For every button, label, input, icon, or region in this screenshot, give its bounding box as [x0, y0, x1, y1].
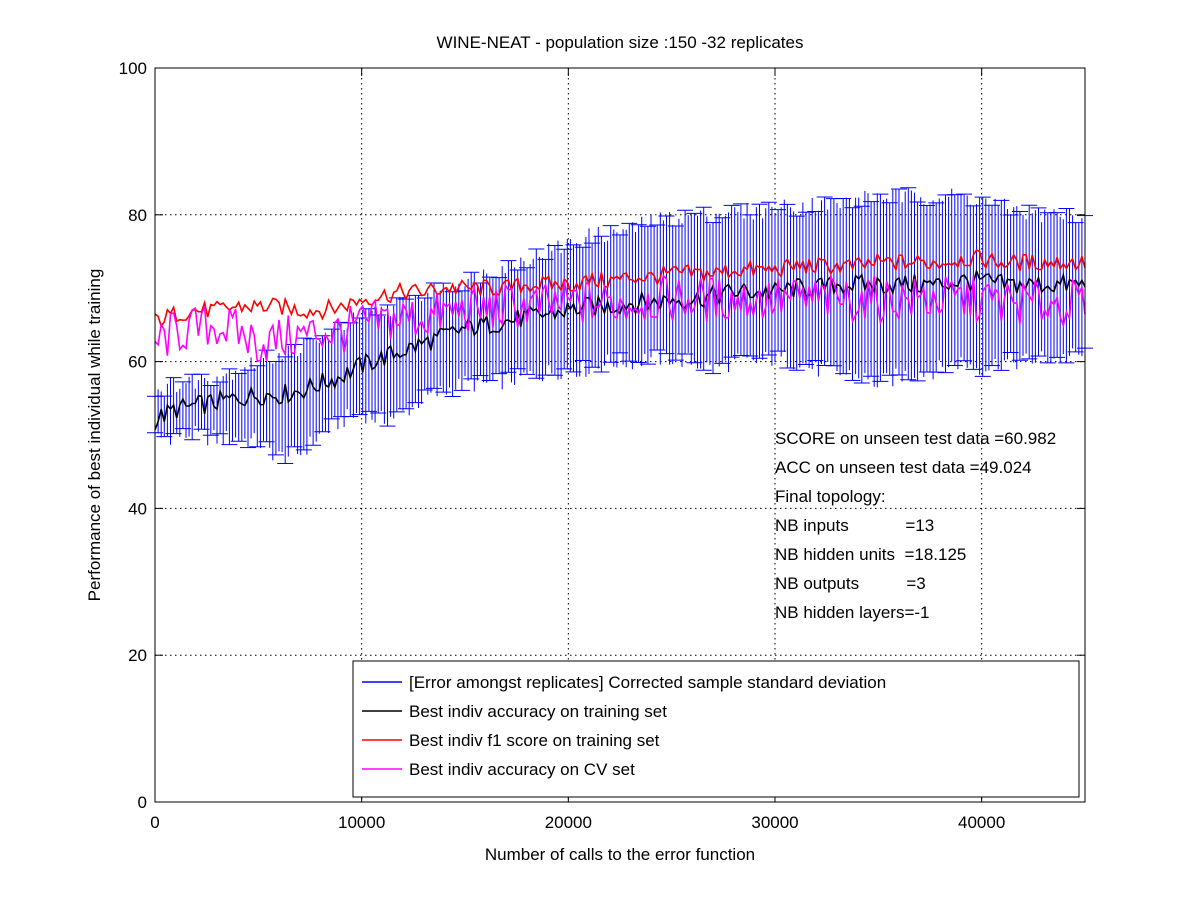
error-bar — [863, 201, 880, 377]
error-bar — [760, 201, 777, 356]
annotation-line: NB outputs =3 — [775, 574, 926, 593]
error-bar — [286, 344, 303, 448]
error-bar — [323, 328, 340, 420]
error-bar — [649, 224, 666, 351]
error-bar — [221, 368, 238, 446]
error-bar — [1021, 204, 1038, 360]
chart-title: WINE-NEAT - population size :150 -32 rep… — [437, 33, 804, 52]
error-bar — [295, 337, 312, 451]
error-bar — [174, 381, 191, 430]
annotation-line: NB hidden units =18.125 — [775, 545, 966, 564]
legend-label: Best indiv accuracy on training set — [409, 702, 667, 721]
error-bar — [277, 356, 294, 464]
annotation-line: Final topology: — [775, 487, 886, 506]
error-bar — [240, 369, 256, 449]
y-axis-label: Performance of best individual while tra… — [85, 269, 104, 602]
error-bar — [602, 225, 619, 363]
series-lines — [154, 249, 1086, 431]
error-bar — [630, 224, 647, 363]
error-bar — [202, 384, 219, 436]
error-bar — [342, 322, 359, 417]
plot-area-frame — [154, 67, 1086, 803]
error-bar — [742, 214, 759, 357]
error-bar — [314, 335, 331, 433]
error-bar — [677, 209, 694, 355]
legend-label: [Error amongst replicates] Corrected sam… — [409, 673, 886, 692]
series-line-cv-accuracy — [154, 274, 1086, 363]
error-bar — [546, 245, 563, 376]
legend-box — [352, 660, 1080, 798]
error-bar — [1058, 207, 1075, 364]
error-bar — [714, 217, 731, 364]
error-bar — [416, 297, 433, 391]
error-bar — [1030, 207, 1047, 357]
error-bar — [705, 222, 721, 375]
series-line-train-f1 — [154, 249, 1086, 328]
error-bar — [788, 215, 805, 371]
y-tick-label: 0 — [138, 793, 147, 812]
error-bar — [844, 207, 861, 381]
y-tick-label: 40 — [128, 499, 147, 518]
error-bar — [1049, 212, 1066, 358]
error-bar — [370, 314, 387, 414]
error-bar — [956, 193, 973, 362]
error-bar — [156, 395, 173, 438]
error-bar — [621, 222, 638, 362]
error-bar — [928, 202, 945, 373]
error-bar — [230, 373, 247, 442]
error-bar — [565, 244, 582, 373]
error-bar — [612, 234, 628, 354]
error-bar — [528, 248, 545, 379]
legend: [Error amongst replicates] Corrected sam… — [352, 660, 1080, 798]
error-bar — [900, 187, 917, 381]
error-bar — [1002, 214, 1019, 354]
legend-label: Best indiv accuracy on CV set — [409, 760, 635, 779]
annotation-line: ACC on unseen test data =49.024 — [775, 458, 1032, 477]
error-bar — [798, 211, 814, 365]
error-bar — [779, 203, 796, 369]
error-bar — [993, 199, 1010, 371]
error-bar — [686, 212, 703, 364]
error-bar — [267, 361, 284, 456]
error-bar — [193, 373, 210, 430]
series-line-train-accuracy — [154, 268, 1086, 431]
x-tick-label: 30000 — [751, 813, 798, 832]
y-tick-label: 60 — [128, 353, 147, 372]
x-axis-label: Number of calls to the error function — [485, 845, 755, 864]
x-tick-label: 40000 — [958, 813, 1005, 832]
error-bar — [500, 260, 517, 373]
y-tick-label: 80 — [128, 206, 147, 225]
annotation-line: NB hidden layers=-1 — [775, 603, 930, 622]
annotation-text-block: SCORE on unseen test data =60.982 ACC on … — [775, 429, 1056, 622]
error-bar — [974, 196, 991, 377]
error-bar — [732, 203, 749, 356]
error-bar — [835, 197, 852, 375]
error-bar — [379, 304, 396, 427]
error-bar — [509, 269, 526, 370]
error-bar — [723, 204, 740, 358]
error-bar — [695, 206, 712, 371]
x-tick-label: 20000 — [545, 813, 592, 832]
annotation-line: SCORE on unseen test data =60.982 — [775, 429, 1056, 448]
error-bar — [946, 194, 963, 366]
y-tick-label: 20 — [128, 646, 147, 665]
axis-ticks: 0 10000 20000 30000 40000 0 20 40 60 80 100 — [119, 59, 1085, 832]
x-tick-label: 0 — [150, 813, 159, 832]
x-tick-label: 10000 — [338, 813, 385, 832]
error-bar — [435, 282, 452, 393]
error-bar — [444, 291, 461, 397]
error-bar — [751, 203, 768, 359]
error-bar — [351, 317, 368, 416]
error-bar — [891, 188, 907, 376]
error-bar — [1011, 210, 1028, 361]
error-bar — [249, 365, 266, 448]
error-bar — [872, 193, 889, 382]
y-tick-label: 100 — [119, 59, 147, 78]
legend-label: Best indiv f1 score on training set — [409, 731, 660, 750]
error-bar — [984, 204, 1000, 367]
annotation-line: NB inputs =13 — [775, 516, 934, 535]
error-bar — [556, 248, 573, 370]
